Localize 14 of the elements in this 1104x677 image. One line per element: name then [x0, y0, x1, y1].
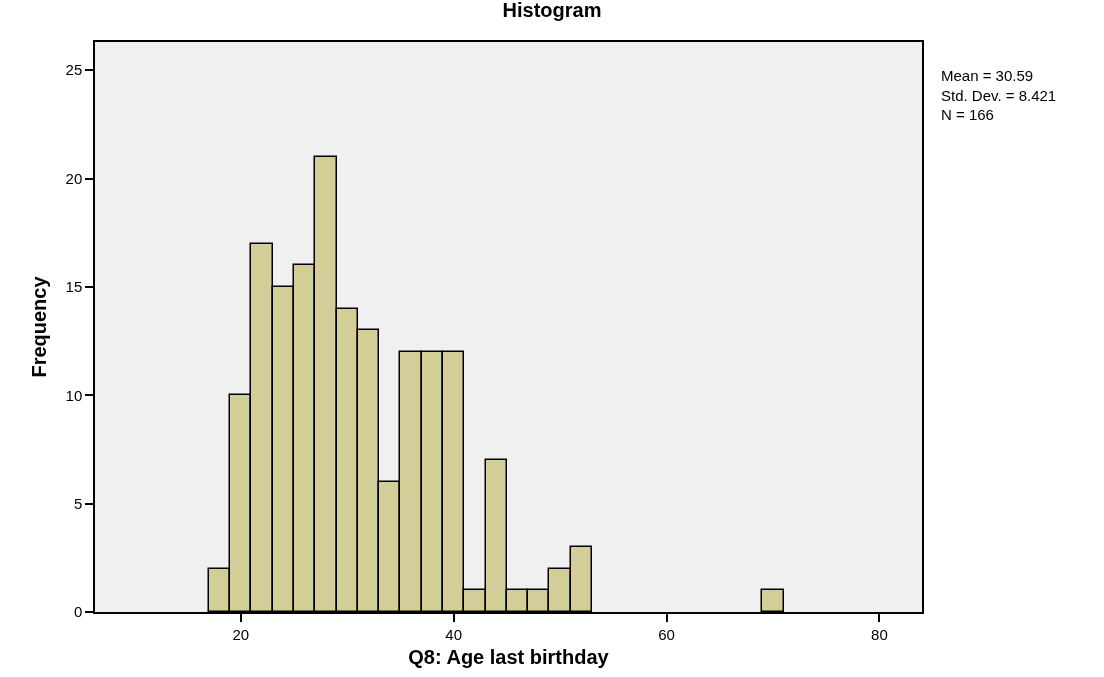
x-axis-title: Q8: Age last birthday	[408, 645, 610, 668]
text: Mean = 30.59 Std. Dev. = 8.421 N = 166	[941, 67, 1057, 123]
y-tick-label: 25	[65, 61, 83, 79]
y-tick-label: 20	[65, 169, 83, 187]
chart-title: Histogram	[502, 0, 602, 22]
y-tick-label: 15	[65, 278, 83, 296]
x-tick-label: 20	[232, 625, 250, 643]
x-tick-label: 60	[658, 625, 675, 643]
y-tick-label: 5	[73, 494, 83, 512]
y-axis-title: Frequency	[27, 275, 50, 378]
x-tick-label: 40	[445, 625, 463, 643]
y-tick-label: 10	[65, 386, 83, 404]
x-tick-label: 80	[871, 625, 888, 643]
y-tick-label: 0	[73, 603, 83, 621]
